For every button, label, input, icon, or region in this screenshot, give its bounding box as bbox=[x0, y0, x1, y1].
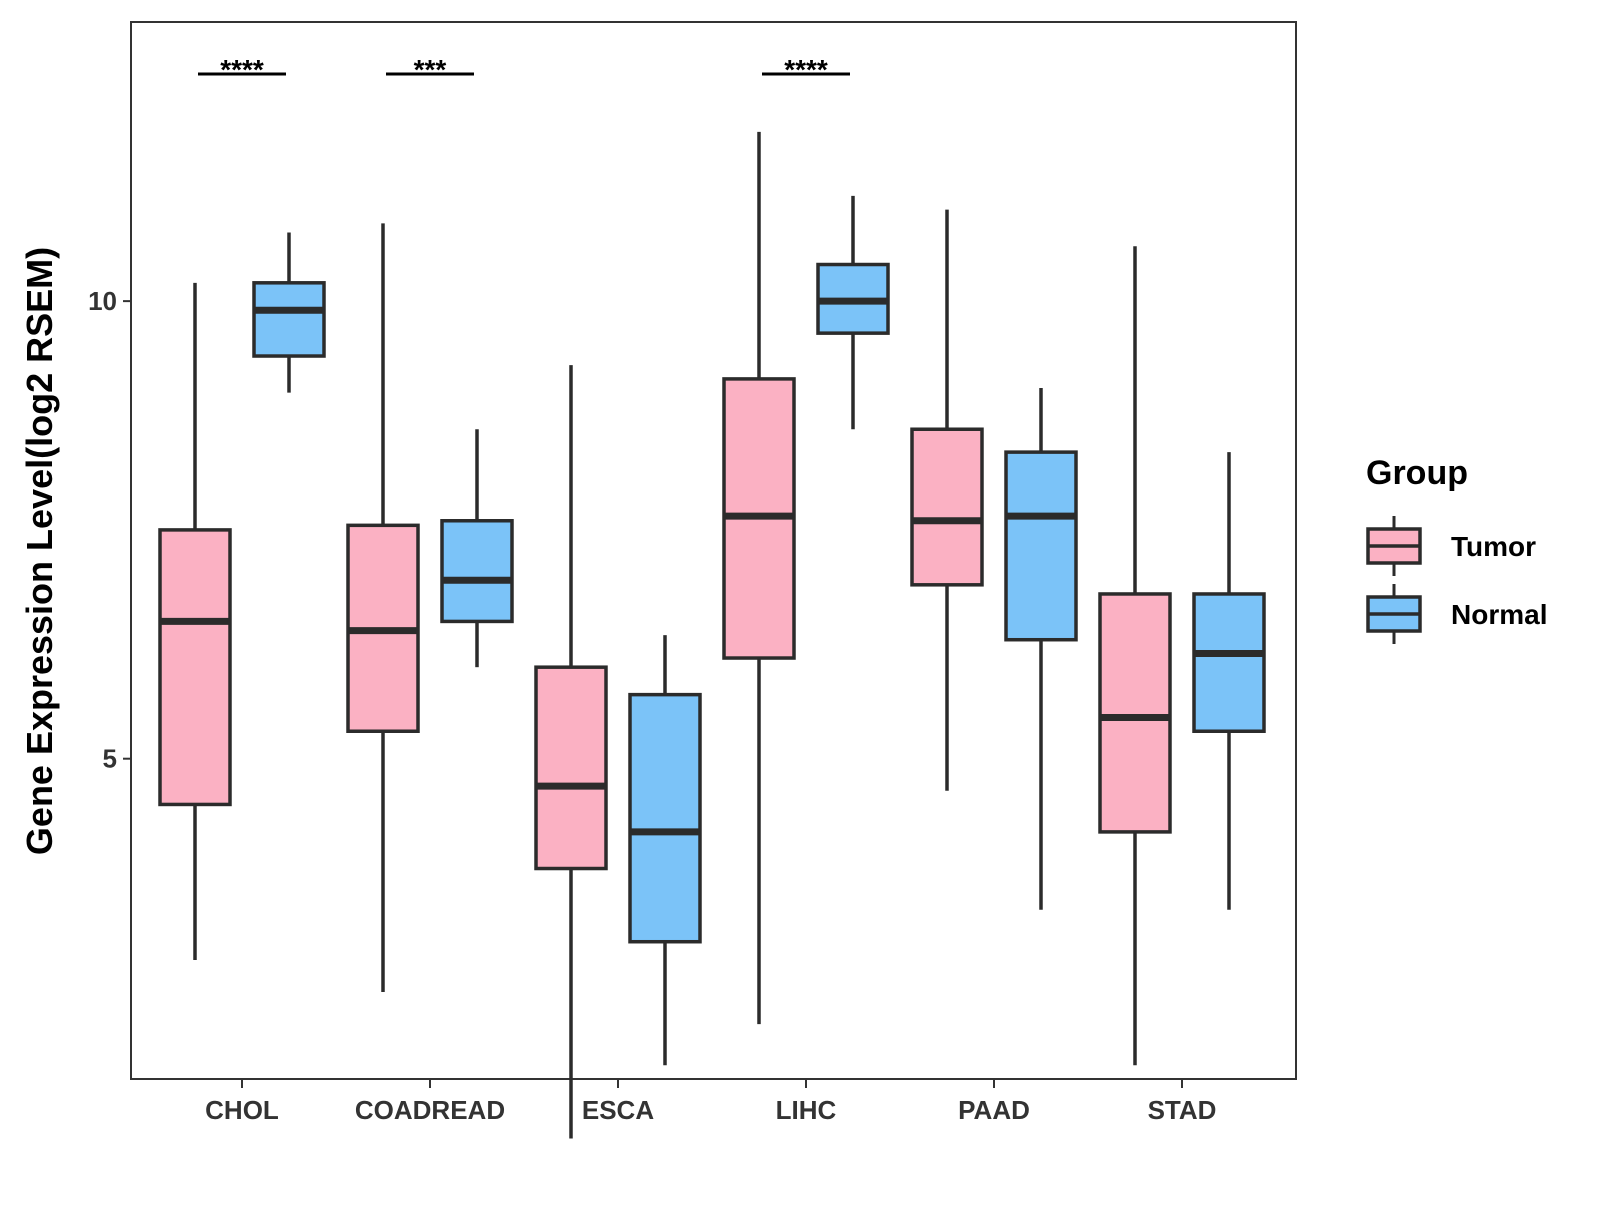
box-tumor-coadread bbox=[346, 223, 420, 993]
box-normal-esca bbox=[628, 635, 702, 1066]
box-normal-paad bbox=[1004, 388, 1078, 910]
plot-panel bbox=[130, 21, 1297, 1080]
box-body-normal-paad bbox=[1004, 450, 1078, 642]
box-normal-stad bbox=[1192, 452, 1266, 910]
box-body-tumor-chol bbox=[158, 528, 232, 807]
x-axis: CHOL COADREAD ESCA LIHC PAAD STAD bbox=[205, 1079, 1216, 1125]
sig-label-coadread: *** bbox=[414, 54, 447, 85]
box-normal-chol bbox=[252, 232, 326, 393]
box-body-normal-coadread bbox=[440, 519, 514, 624]
y-axis-title: Gene Expression Level(log2 RSEM) bbox=[19, 247, 60, 855]
box-tumor-lihc bbox=[722, 131, 796, 1025]
boxes-layer bbox=[158, 131, 1266, 1139]
y-tick-label-5: 5 bbox=[103, 744, 117, 774]
x-tick-label-esca: ESCA bbox=[582, 1095, 654, 1125]
legend-entry-tumor: Tumor bbox=[1366, 516, 1536, 576]
sig-label-chol: **** bbox=[220, 54, 264, 85]
x-tick-label-paad: PAAD bbox=[958, 1095, 1030, 1125]
box-body-normal-chol bbox=[252, 281, 326, 358]
x-tick-label-lihc: LIHC bbox=[776, 1095, 837, 1125]
x-tick-label-stad: STAD bbox=[1148, 1095, 1217, 1125]
box-body-normal-stad bbox=[1192, 592, 1266, 733]
legend-label-normal: Normal bbox=[1451, 599, 1547, 630]
y-axis: 5 10 bbox=[88, 286, 131, 774]
box-body-tumor-stad bbox=[1098, 592, 1172, 834]
legend-title: Group bbox=[1366, 454, 1468, 492]
box-tumor-esca bbox=[534, 365, 608, 1139]
legend: Group Tumor Normal bbox=[1366, 454, 1547, 644]
box-body-normal-esca bbox=[628, 692, 702, 944]
significance-layer: **** *** **** bbox=[198, 54, 850, 85]
box-normal-lihc bbox=[816, 195, 890, 430]
box-normal-coadread bbox=[440, 429, 514, 668]
legend-entry-normal: Normal bbox=[1366, 584, 1547, 644]
x-tick-label-coadread: COADREAD bbox=[355, 1095, 505, 1125]
box-tumor-chol bbox=[158, 282, 232, 961]
x-tick-label-chol: CHOL bbox=[205, 1095, 279, 1125]
box-tumor-paad bbox=[910, 209, 984, 791]
legend-label-tumor: Tumor bbox=[1451, 531, 1536, 562]
box-body-tumor-esca bbox=[534, 665, 608, 871]
y-tick-label-10: 10 bbox=[88, 286, 117, 316]
box-tumor-stad bbox=[1098, 246, 1172, 1066]
box-body-tumor-paad bbox=[910, 427, 984, 587]
sig-label-lihc: **** bbox=[784, 54, 828, 85]
